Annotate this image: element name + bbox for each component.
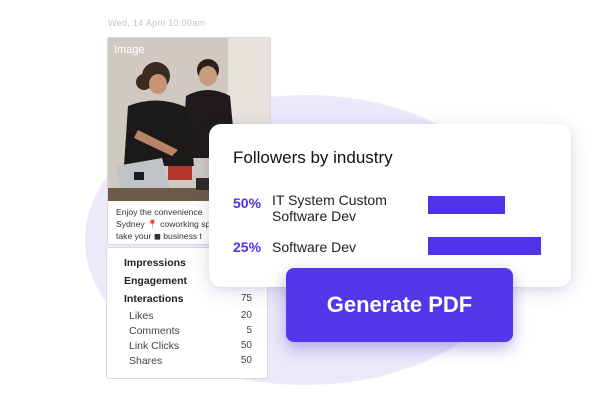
industry-name-line: Software Dev	[272, 239, 357, 255]
shares-label: Shares	[129, 355, 163, 367]
metric-row-link-clicks: Link Clicks 50	[107, 340, 267, 354]
followers-by-industry-card: Followers by industry 50% IT System Cust…	[209, 124, 571, 287]
industry-name-line: IT System Custom	[272, 192, 387, 208]
industry-bar	[428, 237, 541, 255]
generate-pdf-button[interactable]: Generate PDF	[286, 268, 513, 342]
comments-label: Comments	[129, 325, 180, 337]
metric-row-shares: Shares 50	[107, 355, 267, 369]
metric-row-comments: Comments 5	[107, 325, 267, 339]
likes-label: Likes	[129, 310, 154, 322]
post-caption-line: Enjoy the convenience	[116, 207, 203, 217]
industry-name: Software Dev	[272, 239, 356, 255]
metric-row-engagement: Engagement	[107, 275, 267, 289]
comments-value: 5	[246, 325, 252, 336]
industry-bar	[428, 196, 505, 214]
link-clicks-value: 50	[240, 340, 252, 351]
metric-row-interactions: Interactions 75	[107, 293, 267, 307]
shares-value: 50	[240, 355, 252, 366]
impressions-label: Impressions	[124, 257, 186, 269]
metric-row-impressions: Impressions	[107, 257, 267, 271]
industry-name-line: Software Dev	[272, 208, 357, 224]
post-caption: Enjoy the convenience Sydney 📍 coworking…	[116, 206, 266, 242]
industry-name: IT System Custom Software Dev	[272, 192, 387, 224]
post-timestamp: Wed, 14 April 10:00am	[108, 18, 206, 28]
interactions-value: 75	[240, 293, 252, 304]
interactions-label: Interactions	[124, 293, 184, 305]
industry-percent: 25%	[233, 239, 262, 255]
likes-value: 20	[240, 310, 252, 321]
followers-title: Followers by industry	[233, 148, 393, 167]
metric-row-likes: Likes 20	[107, 310, 267, 324]
engagement-label: Engagement	[124, 275, 188, 287]
industry-percent: 50%	[233, 195, 262, 211]
post-caption-line: take your ◼ business t	[116, 231, 202, 241]
link-clicks-label: Link Clicks	[129, 340, 180, 352]
image-label: Image	[114, 44, 145, 56]
post-caption-line: Sydney 📍 coworking sp	[116, 219, 211, 229]
